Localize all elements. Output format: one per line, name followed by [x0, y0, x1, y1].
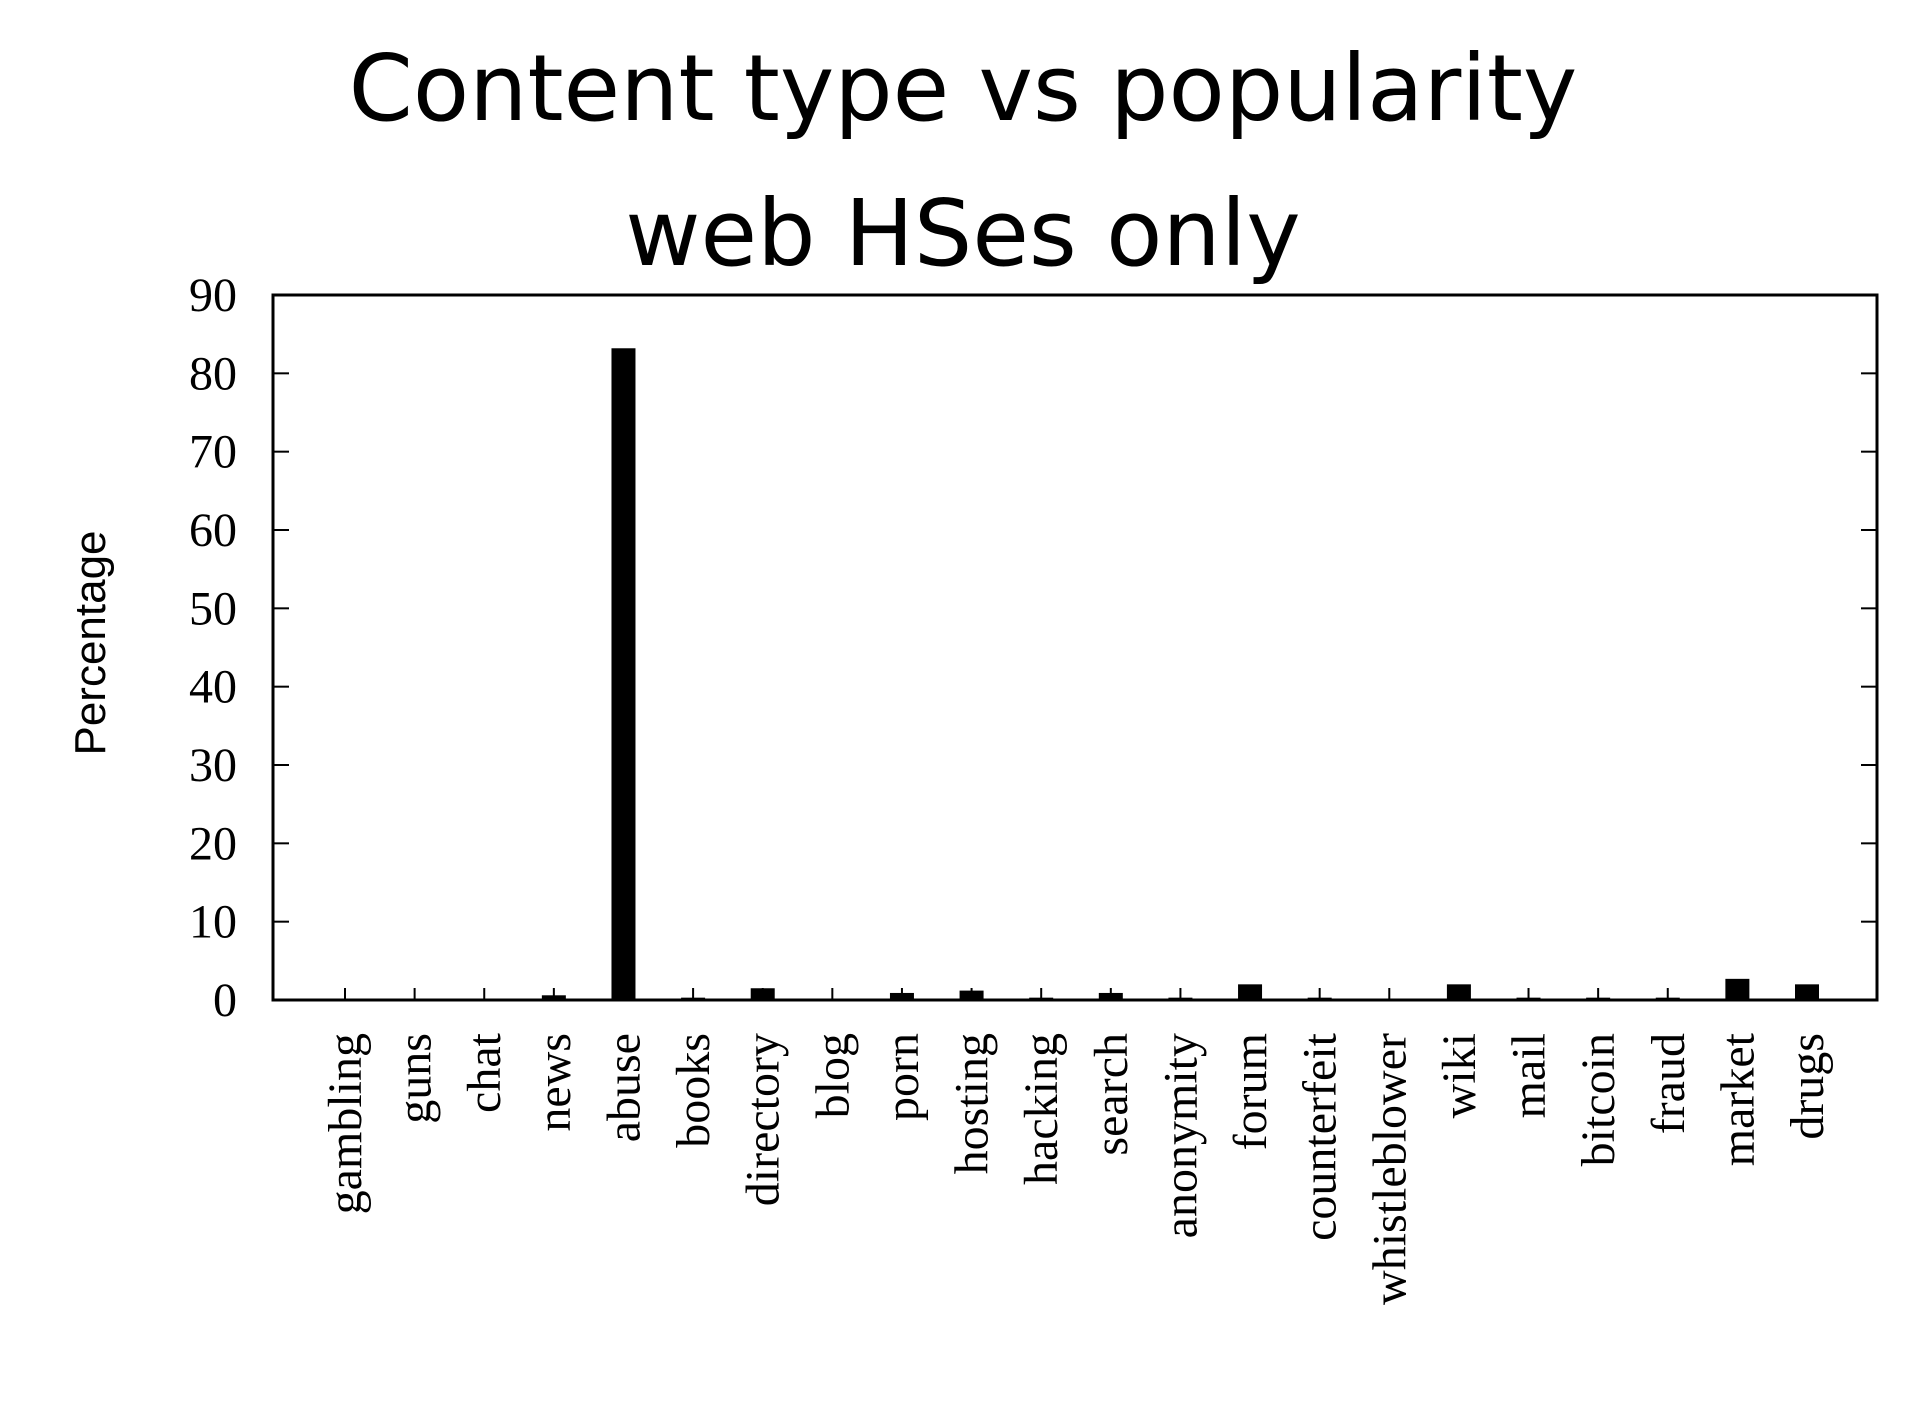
y-tick-marks	[273, 294, 1877, 1001]
x-tick-label-books: books	[667, 1033, 720, 1148]
x-tick-label-counterfeit: counterfeit	[1294, 1032, 1347, 1241]
x-tick-label-mail: mail	[1503, 1033, 1556, 1118]
x-tick-label-hacking: hacking	[1015, 1033, 1068, 1185]
y-tick-label: 40	[189, 661, 237, 714]
x-tick-label-drugs: drugs	[1781, 1033, 1834, 1140]
x-tick-label-gambling: gambling	[319, 1033, 372, 1214]
y-tick-label: 90	[189, 269, 237, 322]
x-tick-label-bitcoin: bitcoin	[1572, 1033, 1625, 1166]
x-tick-label-market: market	[1711, 1032, 1764, 1166]
y-tick-label: 10	[189, 896, 237, 949]
x-tick-label-forum: forum	[1224, 1033, 1277, 1150]
bar-abuse	[611, 348, 636, 1000]
x-tick-label-wiki: wiki	[1433, 1033, 1486, 1118]
y-tick-label: 50	[189, 582, 237, 635]
x-tick-label-guns: guns	[389, 1033, 442, 1124]
y-axis-label: Percentage	[66, 530, 115, 755]
y-tick-label: 20	[189, 817, 237, 870]
y-tick-label: 80	[189, 347, 237, 400]
x-tick-label-porn: porn	[876, 1033, 929, 1121]
y-tick-label: 60	[189, 504, 237, 557]
x-tick-label-anonymity: anonymity	[1154, 1033, 1207, 1238]
plot-frame	[271, 293, 1879, 1002]
x-tick-label-news: news	[528, 1033, 581, 1132]
y-tick-label: 0	[213, 974, 237, 1027]
y-tick-label: 70	[189, 426, 237, 479]
y-tick-label: 30	[189, 739, 237, 792]
x-tick-label-fraud: fraud	[1642, 1033, 1695, 1134]
x-tick-label-directory: directory	[737, 1033, 790, 1206]
x-tick-label-search: search	[1085, 1033, 1138, 1156]
x-tick-label-whistleblower: whistleblower	[1363, 1033, 1416, 1305]
x-axis: gambling guns chat news abuse books directory b…	[319, 988, 1834, 1305]
y-axis: 90 80 70 60 50 40 30 20 10 0	[189, 269, 237, 1027]
x-tick-label-chat: chat	[458, 1032, 511, 1113]
x-tick-label-hosting: hosting	[946, 1033, 999, 1174]
bar-series	[541, 348, 1819, 1000]
chart-title: Content type vs popularity	[349, 35, 1578, 142]
chart-subtitle: web HSes only	[625, 180, 1300, 287]
x-tick-label-blog: blog	[806, 1033, 859, 1118]
x-tick-label-abuse: abuse	[597, 1033, 650, 1142]
